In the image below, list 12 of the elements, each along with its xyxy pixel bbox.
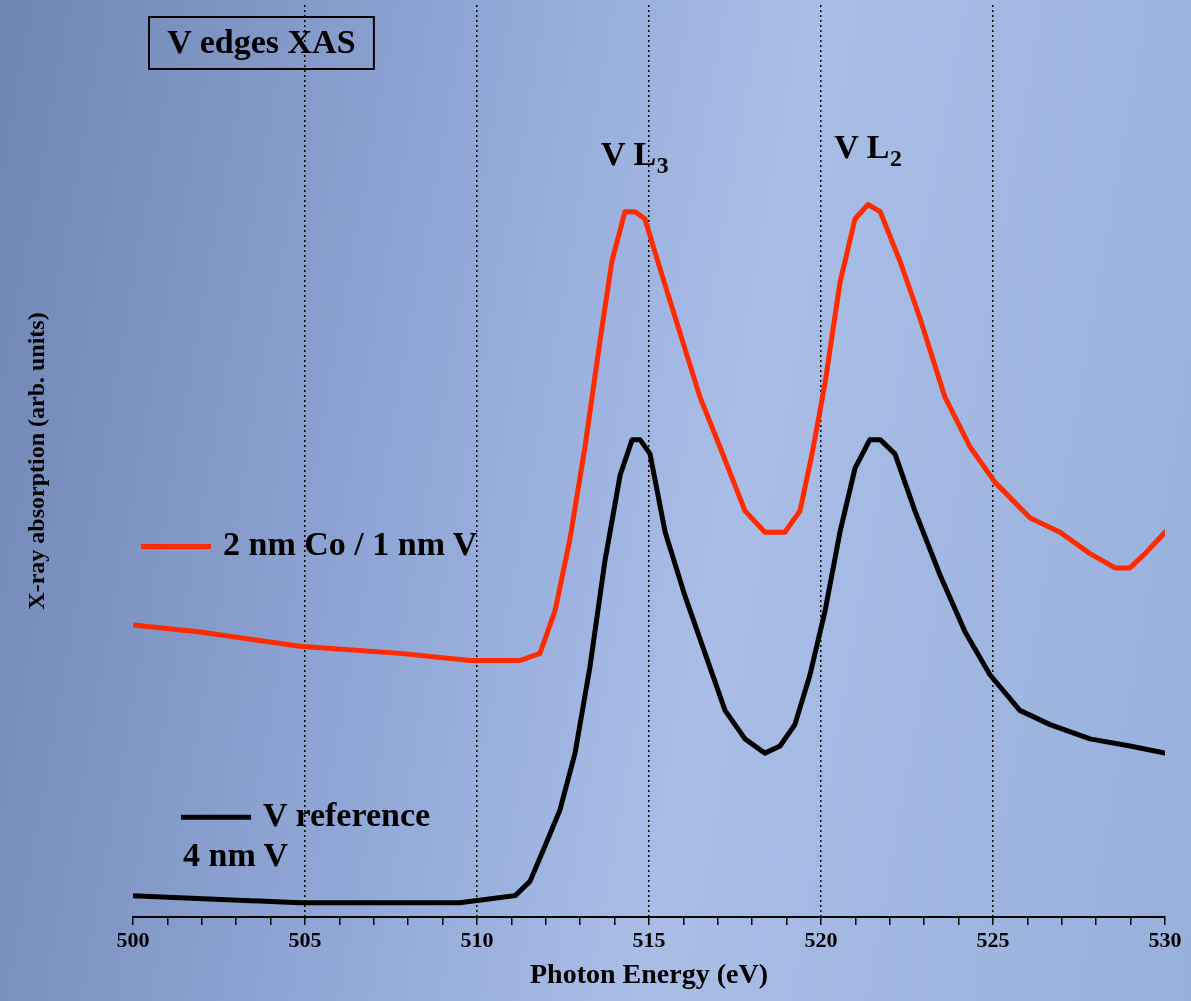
x-tick-label: 525 bbox=[976, 926, 1010, 952]
x-tick-label: 520 bbox=[804, 926, 838, 952]
x-tick-label: 505 bbox=[288, 926, 322, 952]
x-tick-label: 515 bbox=[632, 926, 666, 952]
chart-title: V edges XAS bbox=[167, 22, 356, 60]
y-axis-title: X-ray absorption (arb. units) bbox=[23, 312, 50, 610]
legend-label: 2 nm Co / 1 nm V bbox=[223, 525, 478, 563]
x-tick-label: 530 bbox=[1148, 926, 1182, 952]
x-tick-label: 510 bbox=[460, 926, 494, 952]
x-tick-label: 500 bbox=[116, 926, 150, 952]
legend-label: V reference 4 nm V bbox=[183, 796, 431, 874]
x-axis-title: Photon Energy (eV) bbox=[530, 958, 768, 990]
